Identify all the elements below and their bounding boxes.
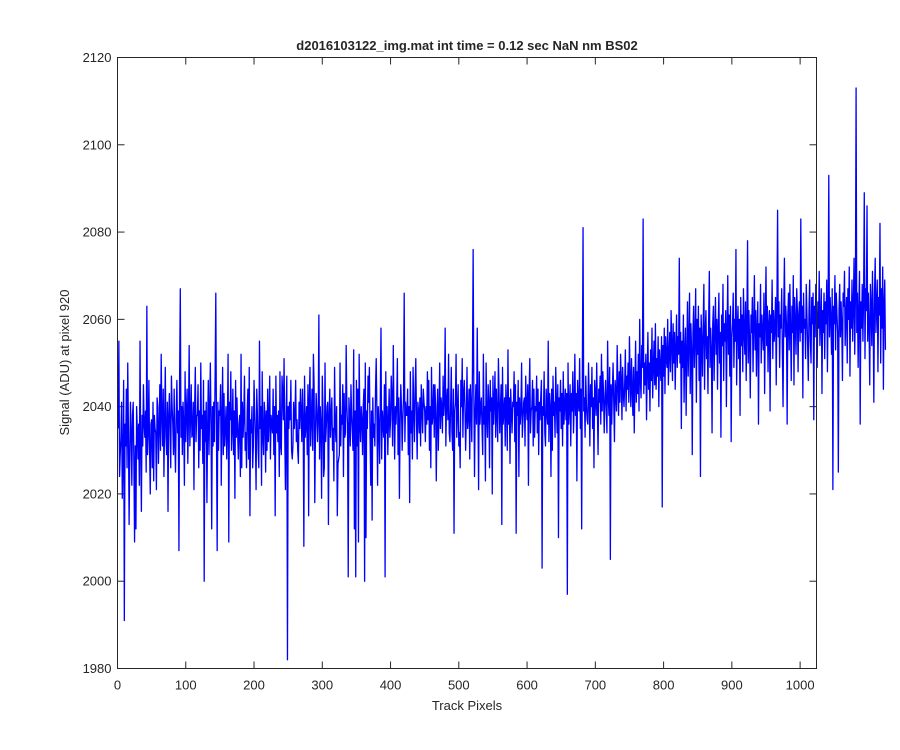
x-tick-label: 800 xyxy=(653,678,675,693)
chart-title: d2016103122_img.mat int time = 0.12 sec … xyxy=(296,38,637,53)
x-tick-label: 500 xyxy=(448,678,470,693)
x-axis-title: Track Pixels xyxy=(432,698,503,713)
x-tick-label: 400 xyxy=(380,678,402,693)
x-tick-label: 300 xyxy=(311,678,333,693)
x-tick-label: 700 xyxy=(584,678,606,693)
y-tick-label: 2100 xyxy=(83,137,112,152)
x-axis-ticks: 0 100 200 300 400 500 600 700 800 900 1000 xyxy=(114,57,815,693)
y-axis-title: Signal (ADU) at pixel 920 xyxy=(57,290,72,436)
x-tick-label: 200 xyxy=(243,678,265,693)
y-tick-label: 2000 xyxy=(83,574,112,589)
plot-area-frame xyxy=(117,57,817,669)
y-tick-label: 2080 xyxy=(83,225,112,240)
x-tick-label: 600 xyxy=(516,678,538,693)
x-tick-label: 0 xyxy=(114,678,121,693)
y-tick-label: 2060 xyxy=(83,312,112,327)
x-tick-label: 100 xyxy=(175,678,197,693)
y-tick-label: 2120 xyxy=(83,50,112,65)
x-tick-label: 900 xyxy=(721,678,743,693)
y-tick-label: 2020 xyxy=(83,486,112,501)
series-layer xyxy=(117,87,887,661)
y-tick-label: 2040 xyxy=(83,399,112,414)
series-line-0 xyxy=(117,87,887,661)
y-tick-label: 1980 xyxy=(83,661,112,676)
x-tick-label: 1000 xyxy=(786,678,815,693)
y-axis-ticks: 1980 2000 2020 2040 2060 2080 2100 2120 xyxy=(83,50,817,676)
